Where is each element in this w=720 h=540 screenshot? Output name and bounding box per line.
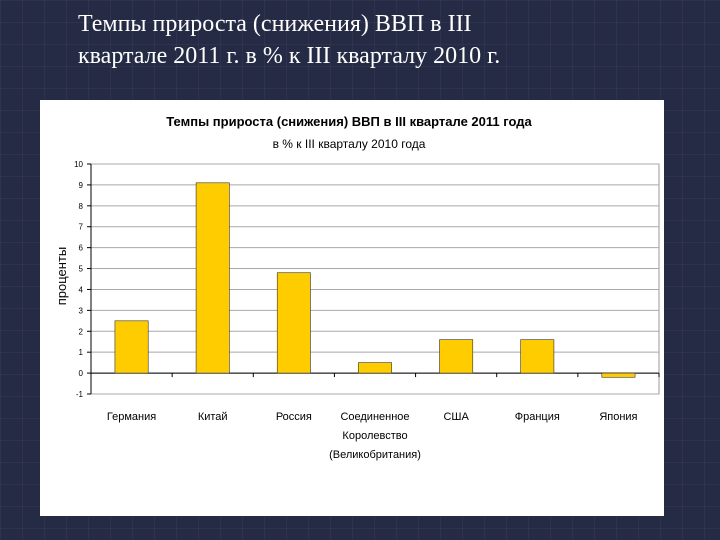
bar [520, 339, 555, 374]
slide-title-line-2: квартале 2011 г. в % к III кварталу 2010… [78, 43, 501, 69]
slide-title-line-1: Темпы прироста (снижения) ВВП в III [78, 11, 472, 37]
y-tick-label: 2 [79, 327, 84, 336]
plot-frame [90, 163, 660, 395]
y-tick-label: 5 [79, 265, 84, 274]
x-tick-label: США [443, 411, 469, 423]
x-tick-label: (Великобритания) [329, 449, 421, 461]
slide-title: Темпы прироста (снижения) ВВП в III квар… [78, 8, 678, 72]
y-tick-label: 6 [79, 244, 84, 253]
x-tick-label: Китай [198, 411, 228, 423]
chart-subtitle: в % к III кварталу 2010 года [273, 137, 426, 151]
x-tick-label: Франция [515, 411, 560, 423]
y-tick-label: 10 [74, 160, 83, 169]
x-tick-label: Германия [107, 411, 156, 423]
x-tick-label: Соединенное [340, 411, 409, 423]
y-tick-label: 0 [79, 369, 84, 378]
y-tick-label: 1 [79, 348, 84, 357]
x-tick-label: Россия [276, 411, 312, 423]
chart-title: Темпы прироста (снижения) ВВП в III квар… [166, 114, 532, 129]
bar [195, 182, 230, 374]
y-tick-label: 8 [79, 202, 84, 211]
bar [114, 320, 149, 374]
bar-chart: Темпы прироста (снижения) ВВП в III квар… [54, 114, 660, 461]
y-axis-label: проценты [54, 247, 69, 306]
x-tick-label: Япония [599, 411, 637, 423]
bar [439, 339, 474, 374]
y-tick-label: -1 [76, 390, 84, 399]
bar [358, 362, 392, 374]
y-tick-label: 3 [79, 306, 84, 315]
y-tick-label: 4 [79, 285, 84, 294]
chart-panel: Темпы прироста (снижения) ВВП в III квар… [40, 100, 664, 516]
bar [276, 272, 311, 374]
y-tick-label: 7 [79, 223, 84, 232]
y-tick-label: 9 [79, 181, 84, 190]
bar [601, 372, 636, 378]
x-tick-label: Королевство [342, 430, 407, 442]
plot-area: -1 0 1 2 3 4 5 6 7 8 9 10 Германия Китай Россия Соедине… [74, 160, 660, 461]
